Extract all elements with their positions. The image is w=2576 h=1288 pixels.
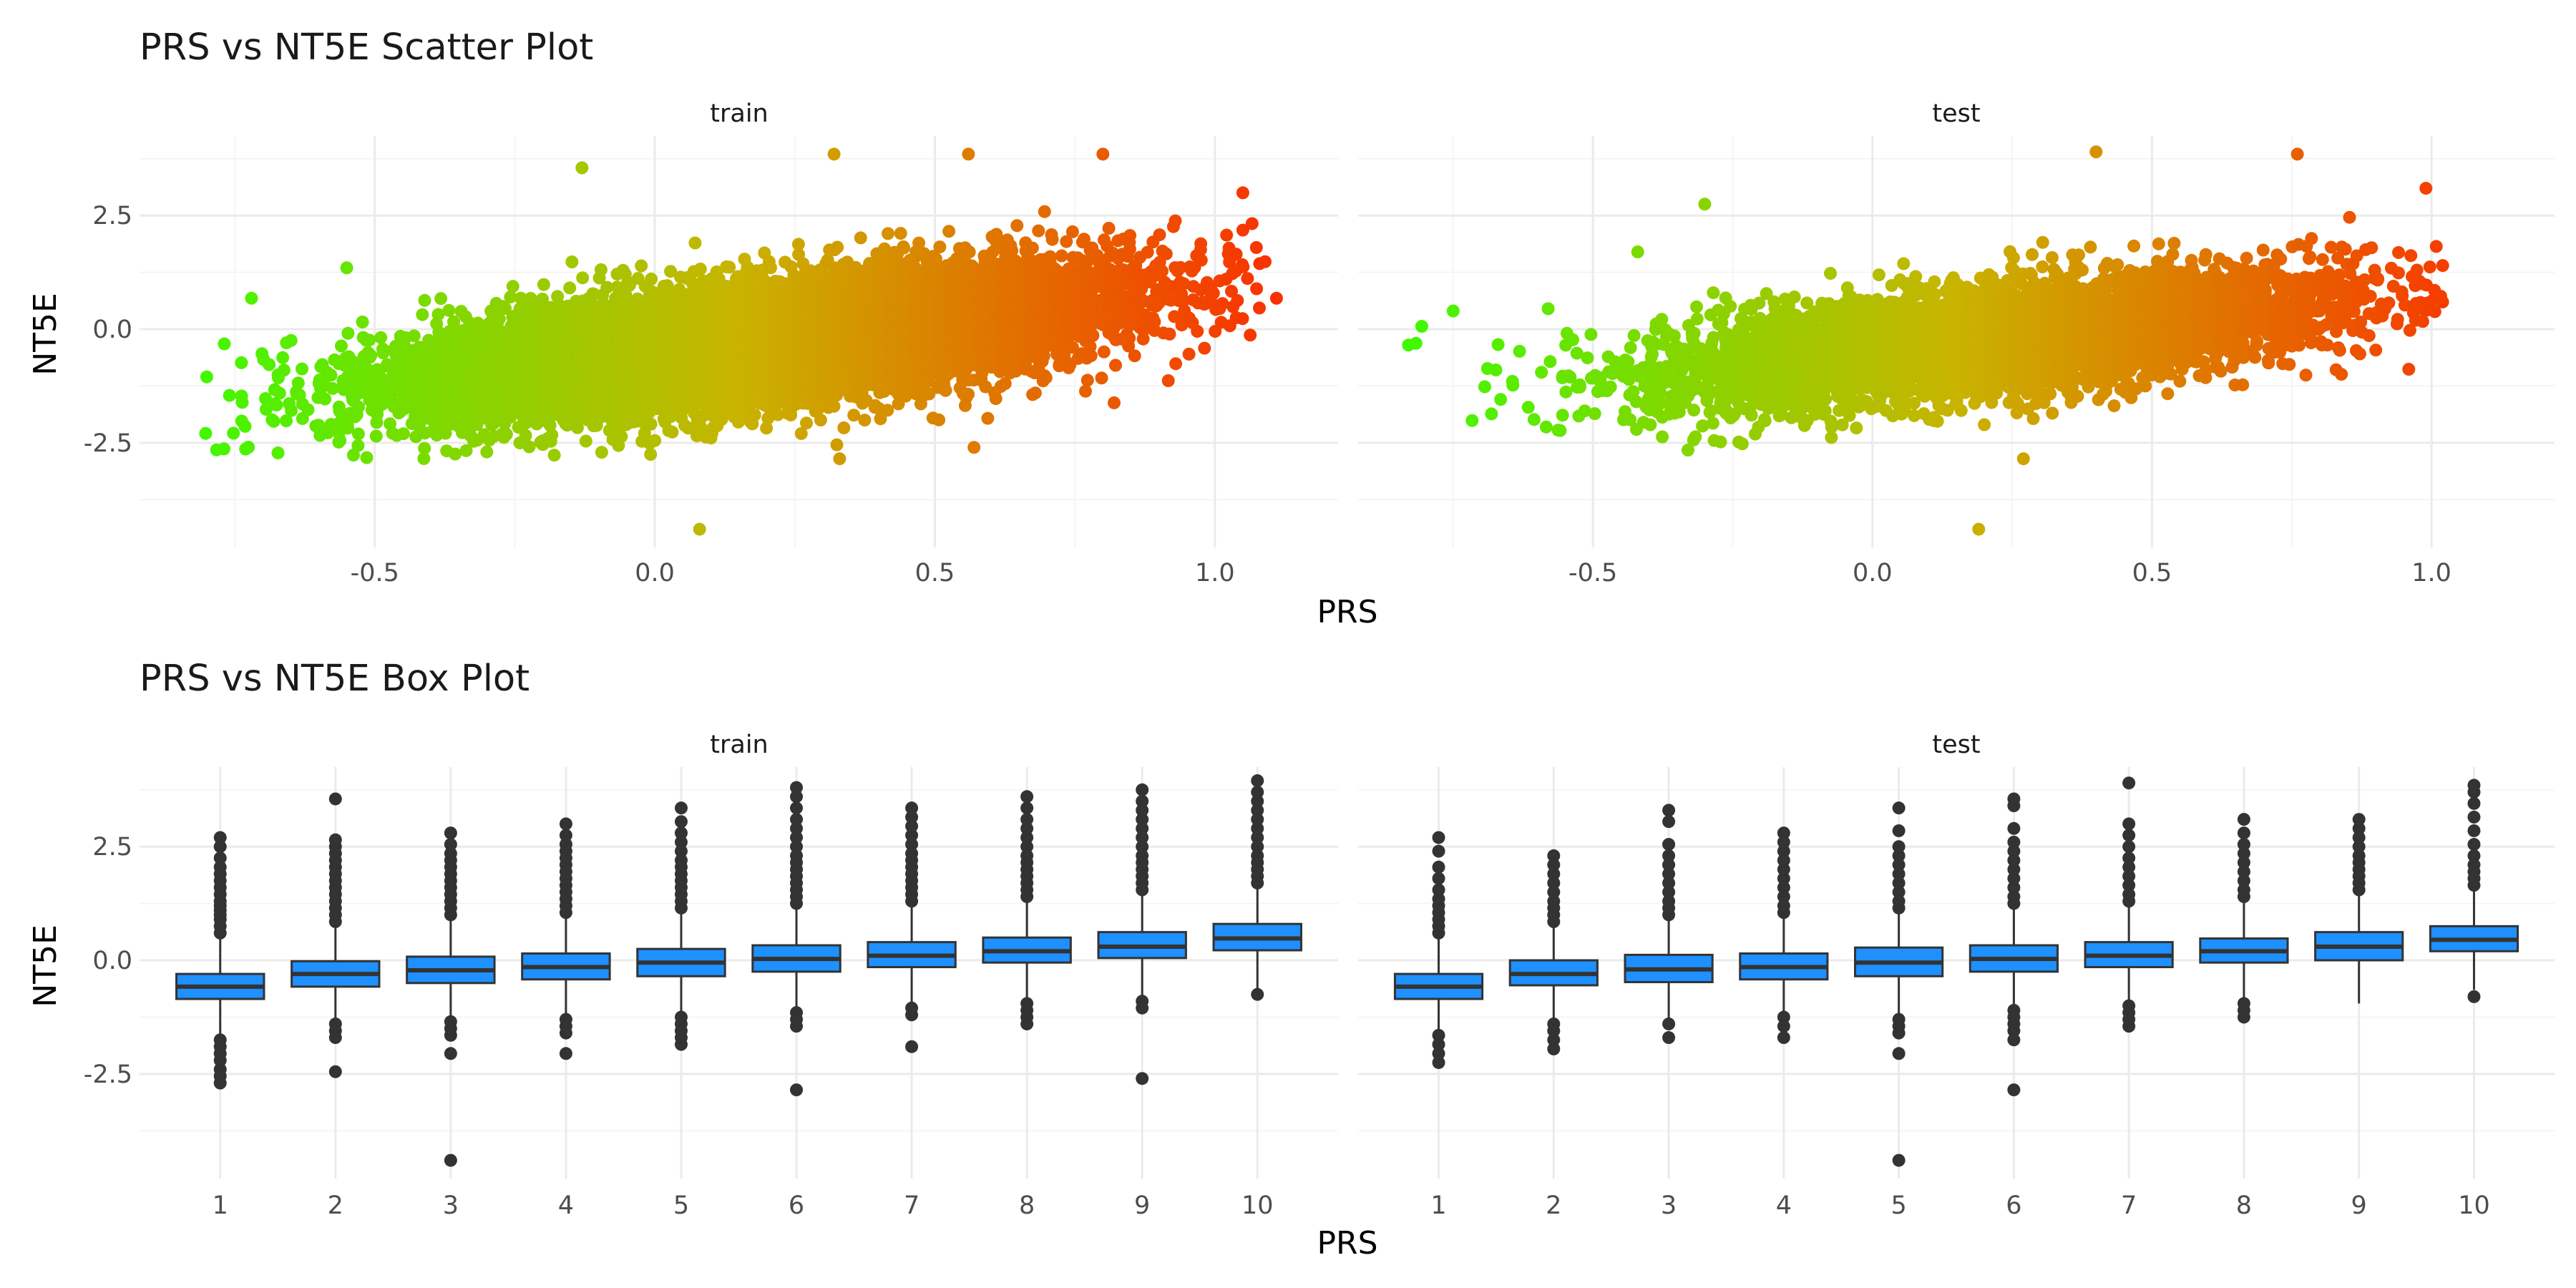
scatter-point — [545, 428, 559, 441]
boxplot-title: PRS vs NT5E Box Plot — [140, 658, 530, 700]
scatter-point — [360, 451, 374, 464]
scatter-train-x-tick-label: 0.5 — [915, 559, 955, 587]
scatter-point — [200, 370, 213, 384]
scatter-point — [648, 434, 662, 447]
scatter-point — [416, 308, 429, 321]
scatter-point — [326, 381, 339, 395]
scatter-point — [537, 278, 550, 291]
scatter-train-y-tick-label: 0.0 — [92, 316, 132, 344]
scatter-point — [335, 339, 348, 353]
scatter-point — [645, 273, 658, 286]
scatter-point — [296, 362, 308, 376]
scatter-point — [356, 316, 369, 328]
scatter-train-y-tick-label: 2.5 — [92, 202, 132, 230]
scatter-title: PRS vs NT5E Scatter Plot — [140, 26, 593, 69]
scatter-point — [218, 442, 230, 456]
boxplot-strip-train: train — [710, 731, 768, 759]
scatter-point — [340, 261, 353, 275]
scatter-panel-train: -2.5 0.0 2.5 -0.5 0.0 0.5 1.0 — [84, 136, 1338, 587]
scatter-point — [267, 414, 280, 428]
scatter-point — [346, 449, 360, 462]
scatter-point — [223, 389, 236, 402]
scatter-point — [447, 315, 460, 328]
scatter-point — [459, 444, 473, 457]
scatter-point — [576, 271, 590, 285]
scatter-strip-train: train — [710, 99, 768, 128]
scatter-point — [579, 434, 592, 448]
scatter-point — [364, 349, 378, 363]
scatter-point — [276, 351, 290, 364]
scatter-point — [693, 522, 706, 536]
scatter-point — [242, 441, 255, 454]
scatter-train-y-tick-label: -2.5 — [84, 429, 132, 458]
scatter-point — [575, 161, 589, 175]
scatter-point — [285, 404, 298, 417]
scatter-point — [318, 392, 332, 406]
scatter-point — [615, 430, 628, 444]
scatter-point — [499, 302, 512, 315]
scatter-point — [693, 263, 707, 275]
scatter-point — [506, 280, 519, 293]
scatter-point — [499, 427, 513, 441]
scatter-point — [238, 419, 252, 433]
scatter-point — [418, 293, 431, 307]
scatter-point — [565, 255, 579, 268]
scatter-point — [644, 448, 658, 461]
scatter-train-x-tick-label: 0.0 — [635, 559, 675, 587]
scatter-point — [273, 386, 286, 400]
scatter-point — [665, 425, 679, 439]
scatter-point — [449, 447, 462, 461]
scatter-point — [522, 440, 536, 454]
scatter-point — [635, 259, 648, 273]
scatter-point — [199, 426, 213, 440]
scatter-point — [291, 376, 305, 390]
scatter-point — [324, 369, 338, 382]
scatter-point — [480, 445, 494, 459]
scatter-point — [374, 331, 388, 344]
scatter-point — [407, 329, 421, 343]
scatter-point — [376, 346, 390, 360]
scatter-point — [280, 414, 293, 427]
scatter-point — [277, 364, 291, 377]
scatter-point — [351, 427, 365, 441]
scatter-point — [218, 337, 231, 351]
scatter-point — [418, 441, 431, 455]
scatter-point — [504, 291, 517, 304]
scatter-point — [284, 333, 298, 347]
scatter-point — [301, 403, 315, 416]
scatter-point — [351, 439, 365, 452]
scatter-point — [363, 333, 376, 347]
scatter-point — [235, 356, 248, 369]
scatter-train-x-tick-label: 1.0 — [1195, 559, 1235, 587]
scatter-points-train — [199, 147, 1283, 536]
scatter-train-x-tick-label: -0.5 — [351, 559, 399, 587]
scatter-point — [263, 358, 276, 371]
boxplot-strip-test: test — [1932, 731, 1980, 759]
scatter-point — [594, 263, 608, 276]
scatter-point — [492, 312, 506, 326]
scatter-strip-test: test — [1932, 99, 1980, 128]
scatter-point — [417, 452, 431, 465]
scatter-point — [431, 308, 445, 321]
scatter-point — [333, 434, 347, 447]
scatter-point — [688, 236, 702, 250]
scatter-point — [227, 426, 240, 440]
scatter-point — [341, 421, 355, 435]
scatter-point — [547, 449, 561, 462]
scatter-point — [442, 303, 456, 317]
scatter-point — [341, 326, 355, 340]
scatter-point — [434, 292, 448, 306]
scatter-point — [644, 417, 658, 431]
scatter-point — [352, 400, 366, 414]
scatter-point — [396, 427, 410, 441]
scatter-point — [270, 399, 283, 411]
scatter-point — [519, 429, 532, 442]
scatter-point — [369, 429, 383, 443]
scatter-point — [595, 446, 608, 459]
scatter-point — [563, 281, 577, 295]
scatter-point — [271, 446, 285, 459]
scatter-point — [245, 291, 258, 305]
scatter-point — [235, 396, 249, 409]
